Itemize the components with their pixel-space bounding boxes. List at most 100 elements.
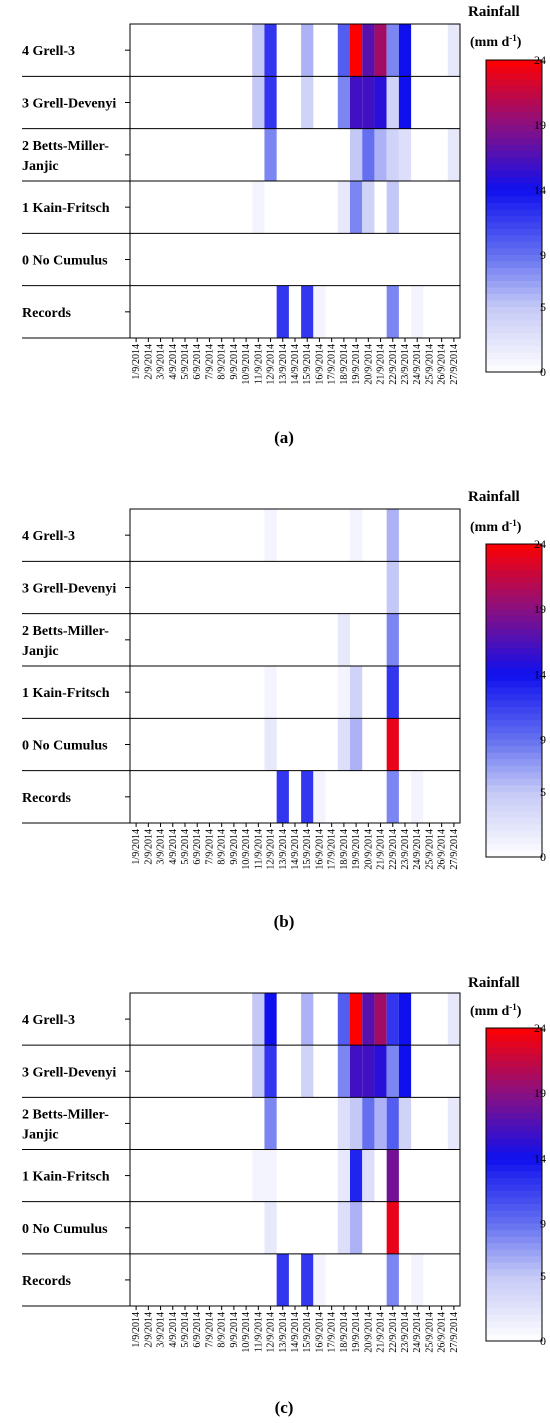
heatmap-cell (337, 613, 350, 666)
x-tick-label: 1/9/2014 (131, 344, 142, 380)
heatmap-cell (301, 1045, 314, 1098)
x-tick-label: 4/9/2014 (168, 829, 179, 865)
colorbar-band (486, 118, 542, 126)
x-tick-label: 3/9/2014 (156, 829, 167, 865)
colorbar-band (486, 261, 542, 269)
heatmap-cell (386, 76, 399, 129)
colorbar-band (486, 60, 542, 68)
colorbar-band (486, 1028, 542, 1036)
x-tick-label: 10/9/2014 (241, 1312, 252, 1353)
colorbar-band (486, 700, 542, 708)
colorbar-band (486, 287, 542, 295)
x-tick-label: 25/9/2014 (424, 829, 435, 870)
colorbar-band (486, 216, 542, 224)
row-label: Janjic (22, 644, 59, 659)
x-tick-label: 14/9/2014 (290, 829, 301, 870)
x-tick-label: 18/9/2014 (339, 829, 350, 870)
heatmap-cell (386, 770, 399, 823)
colorbar-band (486, 1093, 542, 1101)
heatmap-cell (337, 76, 350, 129)
row-label: 1 Kain-Fritsch (22, 686, 110, 701)
heatmap-cell (276, 770, 289, 823)
colorbar-band (486, 1269, 542, 1277)
colorbar-band (486, 359, 542, 367)
colorbar-frame (485, 543, 543, 858)
colorbar-title: Rainfall (468, 975, 520, 991)
colorbar-band (486, 164, 542, 172)
heatmap-cell (350, 666, 363, 719)
heatmap-cell (301, 24, 314, 77)
x-tick-label: 13/9/2014 (278, 829, 289, 870)
x-tick-label: 27/9/2014 (449, 1312, 460, 1353)
x-tick-label: 26/9/2014 (437, 829, 448, 870)
colorbar-band (486, 1099, 542, 1107)
heatmap-cell (337, 1045, 350, 1098)
colorbar-band (486, 817, 542, 825)
heatmap-cell (398, 1045, 412, 1098)
heatmap-cell (350, 128, 363, 181)
colorbar-tick-label: 24 (534, 537, 546, 551)
colorbar-band (486, 105, 542, 113)
colorbar-band (486, 544, 542, 552)
colorbar-band (486, 307, 542, 315)
heatmap-cell (252, 993, 265, 1046)
x-tick-label: 5/9/2014 (180, 1312, 191, 1348)
colorbar-band (486, 1060, 542, 1068)
colorbar-tick-label: 0 (540, 850, 546, 864)
colorbar-band (486, 1086, 542, 1094)
colorbar-band (486, 177, 542, 185)
x-tick-label: 11/9/2014 (253, 344, 264, 384)
colorbar-band (486, 752, 542, 760)
x-tick-label: 2/9/2014 (143, 1312, 154, 1348)
row-label: 1 Kain-Fritsch (22, 1170, 110, 1185)
colorbar-band (486, 235, 542, 243)
heatmap-cell (301, 76, 314, 129)
heatmap-cell (386, 285, 399, 338)
heatmap-cell (398, 1097, 412, 1150)
x-tick-label: 23/9/2014 (400, 344, 411, 385)
heatmap-cell (350, 993, 363, 1046)
heatmap-cell (386, 1149, 399, 1202)
colorbar-band (486, 1282, 542, 1290)
colorbar-band (486, 1262, 542, 1270)
colorbar-unit: (mm d-1) (470, 1002, 522, 1019)
heatmap-cell (362, 128, 375, 181)
colorbar-band (486, 1327, 542, 1336)
colorbar-band (486, 196, 542, 204)
heatmap-cell (350, 181, 363, 234)
heatmap-cell (264, 76, 277, 129)
x-tick-label: 6/9/2014 (192, 344, 203, 380)
x-tick-label: 15/9/2014 (302, 344, 313, 385)
colorbar-band (486, 1132, 542, 1140)
colorbar-band (486, 138, 542, 146)
colorbar-band (486, 622, 542, 630)
panel-caption: (c) (275, 1398, 294, 1417)
heatmap-cell (374, 1097, 387, 1150)
row-label: 2 Betts-Miller- (22, 139, 109, 154)
x-tick-label: 7/9/2014 (204, 344, 215, 380)
colorbar-band (486, 1191, 542, 1199)
colorbar-band (486, 1171, 542, 1179)
colorbar-band (486, 1145, 542, 1153)
colorbar-band (486, 1301, 542, 1309)
heatmap-cell (386, 24, 399, 77)
colorbar-band (486, 1067, 542, 1075)
heatmap-cell (252, 1149, 265, 1202)
colorbar-band (486, 339, 542, 347)
heatmap-cell (386, 1097, 399, 1150)
heatmap-cell (350, 509, 363, 562)
colorbar-tick-label: 14 (534, 1151, 546, 1165)
x-tick-label: 18/9/2014 (339, 344, 350, 385)
heatmap-cell (398, 76, 412, 129)
colorbar-band (486, 1106, 542, 1114)
colorbar-title: Rainfall (468, 4, 520, 20)
x-tick-label: 14/9/2014 (290, 1312, 301, 1353)
row-label: 1 Kain-Fritsch (22, 201, 110, 216)
colorbar-band (486, 229, 542, 237)
x-tick-label: 19/9/2014 (351, 829, 362, 870)
colorbar-band (486, 1230, 542, 1238)
colorbar-band (486, 1138, 542, 1146)
colorbar-band (486, 635, 542, 643)
heatmap-cell (386, 1253, 399, 1306)
colorbar-band (486, 850, 542, 858)
